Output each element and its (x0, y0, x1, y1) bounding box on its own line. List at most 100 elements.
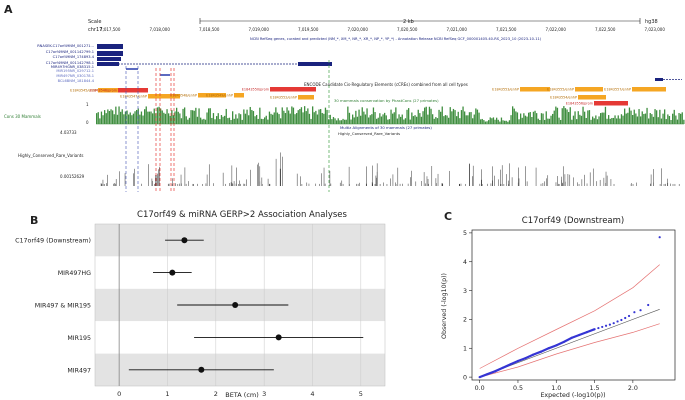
gene-label: MIR497HGNR_038315.1 (51, 65, 94, 69)
conservation-bar (536, 113, 538, 124)
conservation-bar (278, 114, 280, 124)
conservation-bar (526, 116, 528, 124)
conservation-bar (454, 110, 456, 124)
conservation-bar (371, 114, 373, 124)
conservation-bar (292, 107, 295, 124)
conservation-bar (670, 119, 672, 124)
conservation-bar (124, 111, 127, 124)
y-tick-label: 0 (463, 374, 467, 381)
conservation-bar (563, 106, 565, 124)
x-tick-label: 0 (117, 390, 121, 398)
conservation-bar (651, 114, 653, 124)
conservation-bar (428, 106, 431, 124)
gene-label: MIR497NR_030178.1 (56, 74, 94, 78)
panel-c-letter: C (444, 210, 453, 223)
conservation-bar (569, 107, 571, 124)
conservation-bar (347, 106, 349, 124)
conservation-bar (310, 118, 312, 124)
conservation-bar (390, 109, 392, 124)
hcrv-min: 0.00152629 (60, 174, 85, 179)
gene-label: MIR195NR_029712.1 (56, 69, 94, 73)
qq-point (532, 353, 535, 356)
conservation-bar (128, 114, 130, 124)
cons-label: Cons 30 Mammals (4, 114, 41, 119)
conservation-bar (313, 112, 315, 124)
qq-point (486, 373, 489, 376)
conservation-bar (361, 107, 363, 124)
conservation-bar (308, 113, 311, 124)
gene-label-list: RNASEK-C17orf49NM_001271... C17orf49NM_00… (37, 44, 95, 83)
conservation-bar (500, 117, 503, 124)
ccre-block (575, 87, 603, 92)
conservation-bar (257, 118, 259, 124)
conservation-bar (572, 115, 575, 124)
panel-b-letter: B (30, 214, 39, 227)
conservation-bar (531, 116, 533, 124)
conservation-bar (433, 118, 435, 124)
conservation-bar (646, 107, 648, 124)
qq-point (616, 320, 619, 323)
conservation-bar (140, 111, 143, 124)
conservation-bar (369, 115, 371, 124)
conservation-bar (443, 116, 445, 124)
coordinate-label: 7,018,000 (150, 27, 171, 32)
conservation-bar (241, 119, 243, 124)
conservation-bar (505, 120, 507, 124)
conservation-bar (182, 108, 184, 124)
plot-frame (94, 223, 386, 387)
conservation-bar (115, 106, 117, 124)
conservation-bar (387, 119, 389, 124)
conservation-bar (620, 114, 623, 124)
conservation-bar (417, 109, 419, 124)
qq-point (597, 326, 600, 330)
conservation-bar (408, 108, 410, 124)
conservation-bar (459, 118, 461, 124)
ccre-block (520, 87, 550, 92)
conservation-bar (478, 112, 480, 124)
x-tick-label: 0.5 (513, 385, 523, 392)
conservation-bar (224, 115, 226, 124)
conservation-bar (476, 109, 479, 124)
conservation-bar (126, 110, 128, 124)
ccre-label: E1843545/enhP (70, 89, 97, 93)
conservation-bar (150, 111, 152, 124)
conservation-bar (169, 115, 171, 124)
conservation-bar (419, 113, 421, 124)
conservation-bar (675, 115, 677, 124)
ccre-block (234, 93, 244, 98)
ccre-label: E1843550/prom (242, 88, 270, 92)
conservation-bar (377, 117, 379, 124)
conservation-bar (395, 107, 397, 124)
conservation-bar (673, 109, 675, 124)
conservation-bar (289, 113, 291, 124)
multiz-title: Multiz Alignments of 30 mammals (27 prim… (340, 125, 432, 130)
ccre-label: E1843547/enhP (120, 95, 147, 99)
conservation-bar (513, 108, 515, 124)
conservation-bar (566, 109, 568, 124)
dense-points-band (479, 328, 595, 379)
conservation-bar (451, 111, 453, 124)
conservation-bar (552, 113, 554, 124)
conservation-bar (630, 110, 632, 124)
conservation-bar (462, 106, 464, 124)
conservation-bar (529, 112, 531, 124)
cons-title: 30 mammals conservation by PhastCons (27… (334, 98, 439, 103)
conservation-bar (142, 115, 144, 124)
conservation-bar (590, 119, 592, 124)
conservation-bar (180, 118, 183, 124)
conservation-bar (139, 114, 141, 124)
conservation-bar (331, 119, 333, 124)
category-label: C17orf49 (Downstream) (15, 238, 91, 245)
conservation-bar (436, 118, 439, 124)
forest-xlabel: BETA (cm) (225, 391, 259, 399)
conservation-bar (560, 119, 562, 124)
qq-title: C17orf49 (Downstream) (522, 216, 624, 226)
conservation-bar (147, 111, 149, 124)
conservation-bar (627, 112, 629, 124)
conservation-bar (409, 119, 411, 124)
conservation-bar (228, 117, 231, 124)
conservation-bar (120, 111, 122, 124)
conservation-bar (348, 112, 351, 124)
conservation-bar (244, 113, 247, 124)
conservation-bar (662, 113, 664, 124)
